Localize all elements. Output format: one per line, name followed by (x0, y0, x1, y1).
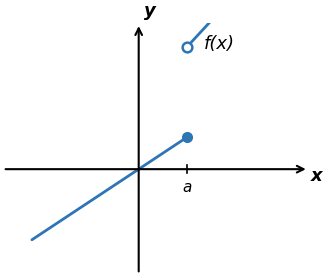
Text: x: x (311, 167, 323, 185)
Text: a: a (183, 180, 192, 195)
Text: f(x): f(x) (204, 35, 235, 53)
Text: y: y (144, 2, 155, 20)
